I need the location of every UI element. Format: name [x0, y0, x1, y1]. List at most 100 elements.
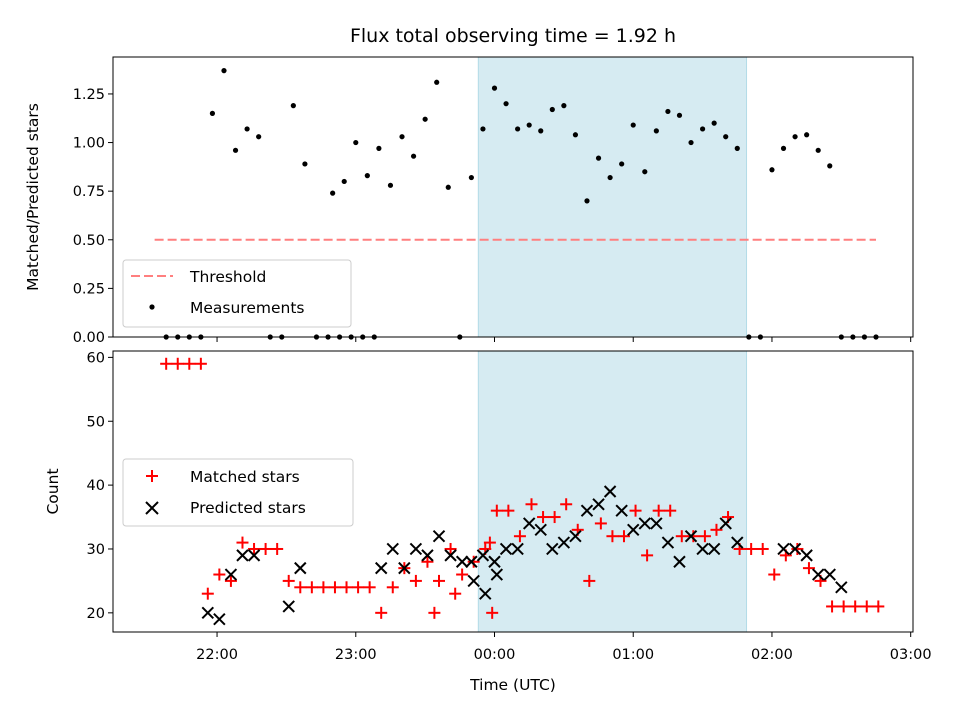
matched-star-point: [213, 568, 226, 581]
y-tick-label: 50: [87, 414, 105, 430]
predicted-star-point: [615, 504, 628, 517]
y-tick-label: 1.25: [73, 87, 105, 103]
measurement-point: [468, 174, 474, 181]
x-tick-label: 02:00: [751, 647, 793, 663]
matched-star-point: [513, 530, 526, 543]
measurement-point: [399, 134, 405, 140]
predicted-star-point: [386, 542, 399, 556]
predicted-star-point: [455, 555, 469, 568]
measurement-point: [665, 108, 671, 115]
predicted-star-point: [719, 517, 732, 530]
matched-star-point: [183, 357, 196, 370]
legend-matched-label: Matched stars: [190, 468, 300, 486]
measurement-point: [619, 161, 625, 167]
matched-star-point: [317, 581, 330, 594]
bottom-y-ticks: 20 30 40 50 60: [87, 350, 113, 622]
matched-star-point: [282, 574, 295, 587]
predicted-star-point: [788, 542, 802, 556]
bottom-x-ticks: 22:00 23:00 00:00 01:00 02:00 03:00: [196, 632, 932, 663]
bottom-panel: 20 30 40 50 60 22:00 23:00 00:00 01:00 02:00 03:0…: [44, 350, 932, 694]
matched-star-point: [502, 504, 515, 517]
top-y-ticks: 0.00 0.25 0.50 0.75 1.00 1.25: [73, 87, 113, 346]
top-x-ticks: [216, 337, 912, 342]
top-y-axis-label: Matched/Predicted stars: [24, 103, 42, 291]
measurement-point: [711, 120, 717, 126]
matched-star-point: [483, 536, 496, 549]
measurement-point: [503, 101, 509, 107]
matched-star-point: [428, 606, 441, 619]
measurement-point: [607, 174, 613, 181]
top-legend: Threshold Measurements: [122, 259, 352, 328]
predicted-star-point: [247, 549, 261, 562]
measurement-point: [376, 145, 382, 151]
measurement-point: [538, 128, 544, 134]
matched-star-point: [352, 581, 365, 594]
matched-star-point: [583, 574, 596, 587]
measurement-point: [723, 134, 729, 140]
matched-star-point: [698, 530, 711, 543]
predicted-star-point: [696, 542, 709, 556]
bottom-points: [160, 357, 885, 626]
measurement-point: [232, 147, 239, 153]
predicted-star-point: [236, 549, 249, 562]
bottom-axes-frame: [112, 350, 914, 633]
measurement-point: [256, 134, 262, 140]
y-tick-label: 0.25: [73, 281, 105, 297]
predicted-star-point: [499, 542, 513, 556]
measurement-point: [676, 112, 683, 118]
predicted-star-point: [488, 555, 501, 568]
measurement-point: [734, 145, 740, 151]
predicted-star-point: [627, 523, 640, 537]
predicted-star-point: [479, 587, 492, 600]
measurement-point: [221, 68, 227, 74]
predicted-star-point: [684, 529, 698, 543]
matched-star-point: [548, 511, 561, 524]
predicted-star-point: [432, 529, 446, 543]
matched-star-point: [826, 600, 839, 613]
predicted-star-point: [421, 549, 434, 562]
measurement-point: [491, 85, 498, 91]
predicted-star-point: [603, 485, 617, 498]
y-tick-label: 60: [87, 350, 105, 366]
predicted-star-point: [522, 517, 536, 530]
predicted-star-point: [294, 561, 307, 575]
matched-star-point: [664, 504, 677, 517]
matched-star-point: [537, 511, 550, 524]
matched-star-point: [363, 581, 376, 594]
matched-star-point: [802, 562, 815, 575]
matched-star-point: [791, 542, 804, 555]
predicted-star-point: [213, 613, 226, 626]
matched-star-point: [594, 517, 607, 530]
legend-measurements-swatch: [149, 304, 155, 310]
matched-star-point: [687, 530, 700, 543]
measurement-point: [387, 182, 394, 188]
matched-star-point: [860, 600, 873, 613]
predicted-star-point: [224, 568, 238, 581]
measurement-point: [549, 106, 555, 113]
y-tick-label: 0.00: [73, 330, 105, 346]
predicted-star-point: [534, 523, 547, 537]
matched-star-point: [160, 357, 173, 370]
matched-star-point: [449, 587, 462, 600]
measurement-point: [410, 153, 417, 159]
matched-star-point: [486, 606, 499, 619]
matched-star-point: [490, 504, 503, 517]
measurement-point: [595, 155, 602, 161]
measurement-point: [792, 134, 798, 140]
predicted-star-point: [375, 561, 388, 575]
matched-star-point: [837, 600, 850, 613]
measurement-point: [434, 79, 440, 85]
predicted-star-point: [811, 568, 825, 581]
predicted-star-point: [467, 574, 480, 588]
legend-predicted-swatch: [145, 501, 159, 515]
predicted-star-point: [592, 498, 605, 511]
measurement-point: [480, 126, 486, 132]
matched-star-point: [745, 542, 758, 555]
matched-star-point: [525, 498, 538, 511]
y-tick-label: 20: [87, 606, 105, 622]
predicted-star-point: [490, 568, 504, 581]
y-tick-label: 0.75: [73, 184, 105, 200]
matched-star-point: [444, 542, 457, 555]
top-panel: 0.00 0.25 0.50 0.75 1.00 1.25 Matched/Predict…: [24, 56, 914, 346]
matched-star-point: [271, 542, 284, 555]
